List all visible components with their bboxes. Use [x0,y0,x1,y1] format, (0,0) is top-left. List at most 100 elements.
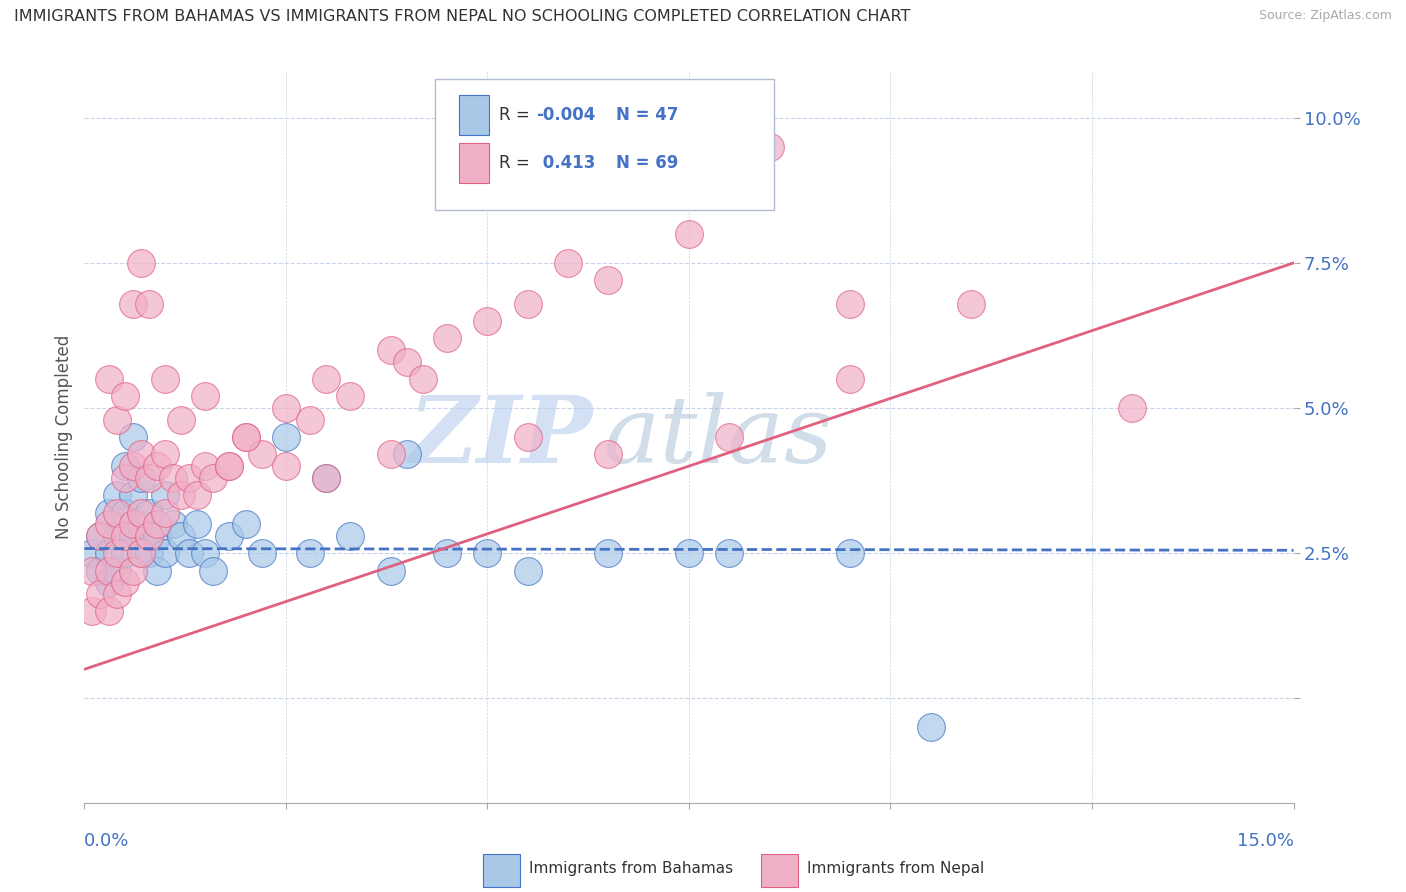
Point [97,575,120,590]
Point [235,430,257,444]
Point [235,430,257,444]
Bar [484,854,520,887]
Point [179,546,201,560]
Point [218,459,240,474]
Point [436,546,458,560]
Point [339,389,361,403]
Point [121,459,143,474]
Point [114,575,136,590]
Point [121,529,143,543]
Point [598,448,620,462]
Point [114,471,136,485]
Point [186,517,208,532]
Point [412,372,434,386]
Point [250,546,273,560]
Point [129,448,152,462]
Point [395,354,418,368]
Point [105,488,128,502]
Point [516,296,538,310]
Point [758,140,780,154]
Text: N = 47: N = 47 [616,106,679,124]
Point [82,546,104,560]
Point [218,529,240,543]
Point [839,296,862,310]
Point [274,401,297,415]
Text: Immigrants from Bahamas: Immigrants from Bahamas [529,861,734,876]
Point [82,604,104,618]
Point [97,546,120,560]
Text: N = 69: N = 69 [616,153,679,172]
Point [97,506,120,520]
Point [121,488,143,502]
Point [105,546,128,560]
Point [194,546,217,560]
Point [598,273,620,287]
Point [678,227,700,241]
Point [839,546,862,560]
Point [97,564,120,578]
Point [138,471,160,485]
Point [121,296,143,310]
Point [516,564,538,578]
Point [477,314,499,328]
Text: 0.0%: 0.0% [84,832,129,850]
Point [186,488,208,502]
Point [179,471,201,485]
Point [477,546,499,560]
Point [718,546,741,560]
Point [380,448,402,462]
Point [380,564,402,578]
Text: 0.413: 0.413 [537,153,595,172]
Point [129,517,152,532]
Point [235,517,257,532]
Point [146,459,169,474]
Point [436,331,458,345]
FancyBboxPatch shape [434,78,773,211]
Point [121,564,143,578]
Bar [762,854,797,887]
Point [89,529,111,543]
Point [114,529,136,543]
Point [170,529,193,543]
Point [557,256,579,270]
Point [146,517,169,532]
Point [315,372,337,386]
Point [153,372,176,386]
Bar [460,95,489,136]
Point [97,517,120,532]
Point [129,506,152,520]
Bar [460,143,489,183]
Point [129,256,152,270]
Point [315,471,337,485]
Point [678,546,700,560]
Point [129,546,152,560]
Point [170,488,193,502]
Point [718,430,741,444]
Point [299,412,322,426]
Point [920,720,942,734]
Point [138,506,160,520]
Point [153,488,176,502]
Point [146,564,169,578]
Point [315,471,337,485]
Point [274,459,297,474]
Point [82,564,104,578]
Point [146,529,169,543]
Point [339,529,361,543]
Point [89,587,111,601]
Point [89,529,111,543]
Text: IMMIGRANTS FROM BAHAMAS VS IMMIGRANTS FROM NEPAL NO SCHOOLING COMPLETED CORRELAT: IMMIGRANTS FROM BAHAMAS VS IMMIGRANTS FR… [14,9,911,24]
Point [105,564,128,578]
Point [153,546,176,560]
Point [170,412,193,426]
Point [1121,401,1143,415]
Text: atlas: atlas [605,392,834,482]
Point [218,459,240,474]
Point [194,459,217,474]
Point [105,587,128,601]
Point [395,448,418,462]
Point [114,546,136,560]
Point [153,448,176,462]
Point [274,430,297,444]
Text: -0.004: -0.004 [537,106,596,124]
